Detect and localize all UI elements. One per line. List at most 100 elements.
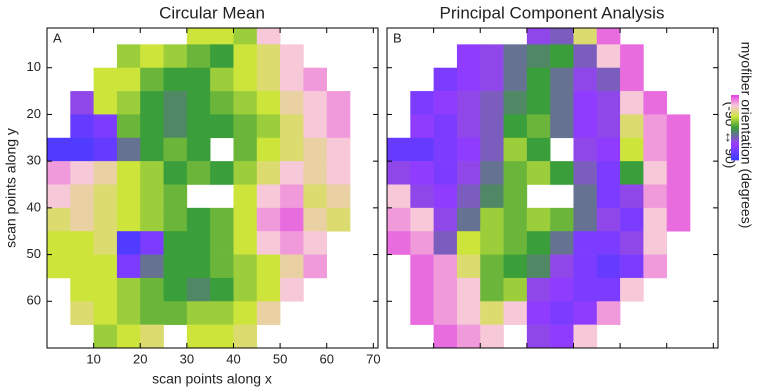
heatmap-cell: [573, 137, 598, 162]
heatmap-cell: [620, 67, 644, 92]
heatmap-cell: [303, 114, 328, 139]
heatmap-cell: [456, 137, 481, 162]
heatmap-cell: [573, 67, 598, 92]
heatmap-cell: [140, 137, 164, 162]
colorbar-segment: [731, 108, 739, 111]
heatmap-cell: [93, 184, 118, 209]
heatmap-cell: [116, 44, 141, 69]
heatmap-cell: [503, 67, 528, 92]
heatmap-cell: [666, 137, 691, 162]
heatmap-cell: [410, 161, 434, 185]
heatmap-cell: [47, 184, 71, 209]
heatmap-cell: [93, 91, 118, 115]
heatmap-cell: [186, 44, 211, 69]
heatmap-cell: [596, 161, 621, 185]
heatmap-cell: [503, 277, 528, 302]
colorbar-segment: [731, 99, 739, 102]
heatmap-cell: [233, 114, 258, 139]
heatmap-cell: [233, 231, 258, 255]
heatmap-cell: [456, 184, 481, 209]
y-axis-label: scan points along y: [3, 128, 19, 248]
heatmap-cell: [456, 324, 481, 348]
heatmap-cell: [480, 114, 504, 139]
heatmap-cell: [70, 184, 94, 209]
heatmap-cell: [303, 91, 328, 115]
heatmap-cell: [433, 207, 458, 232]
heatmap-cell: [233, 91, 258, 115]
heatmap-cell: [47, 207, 71, 232]
heatmap-cell: [186, 67, 211, 92]
heatmap-cell: [116, 301, 141, 325]
colorbar-segment: [731, 125, 739, 128]
heatmap-cell: [550, 207, 574, 232]
heatmap-cell: [47, 254, 71, 279]
heatmap-cell: [550, 28, 574, 45]
heatmap-cell: [140, 207, 164, 232]
heatmap-cell: [526, 137, 551, 162]
heatmap-cell: [116, 324, 141, 348]
heatmap-cell: [456, 301, 481, 325]
heatmap-cell: [456, 67, 481, 92]
y-tick-label: 40: [27, 199, 41, 214]
heatmap-cell: [140, 67, 164, 92]
heatmap-cell: [233, 184, 258, 209]
heatmap-cell: [643, 114, 668, 139]
heatmap-cell: [280, 231, 304, 255]
heatmap-cell: [410, 137, 434, 162]
x-tick-label: 30: [180, 351, 194, 366]
heatmap-cell: [256, 301, 281, 325]
heatmap-cell: [503, 301, 528, 325]
heatmap-cell: [93, 324, 118, 348]
heatmap-cell: [456, 114, 481, 139]
heatmap-cell: [526, 324, 551, 348]
y-tick-label: 30: [27, 153, 41, 168]
heatmap-cell: [93, 231, 118, 255]
heatmap-cell: [186, 301, 211, 325]
heatmap-cell: [233, 301, 258, 325]
colorbar-segment: [731, 137, 739, 140]
heatmap-cell: [456, 277, 481, 302]
heatmap-cell: [596, 277, 621, 302]
heatmap-cell: [503, 184, 528, 209]
heatmap-cell: [596, 67, 621, 92]
heatmap-cell: [93, 161, 118, 185]
heatmap-cell: [280, 184, 304, 209]
heatmap-cell: [573, 28, 598, 45]
heatmap-cell: [186, 207, 211, 232]
colorbar-segment: [731, 119, 739, 122]
heatmap-cell: [116, 91, 141, 115]
heatmap-cell: [620, 207, 644, 232]
heatmap-cell: [303, 161, 328, 185]
heatmap-cell: [210, 114, 234, 139]
colorbar-segment: [731, 148, 739, 151]
heatmap-cell: [140, 161, 164, 185]
heatmap-cell: [480, 324, 504, 348]
heatmap-cell: [410, 231, 434, 255]
heatmap-cell: [433, 277, 458, 302]
heatmap-cell: [433, 184, 458, 209]
heatmap-cell: [233, 28, 258, 45]
heatmap-cell: [643, 161, 668, 185]
colorbar-segment: [731, 156, 739, 159]
heatmap-cell: [643, 91, 668, 115]
heatmap-cell: [596, 114, 621, 139]
heatmap-cell: [47, 137, 71, 162]
heatmap-cell: [303, 207, 328, 232]
heatmap-cell: [480, 184, 504, 209]
heatmap-cell: [526, 161, 551, 185]
heatmap-cell: [410, 254, 434, 279]
heatmap-cell: [596, 184, 621, 209]
heatmap-cell: [210, 254, 234, 279]
heatmap-cell: [256, 207, 281, 232]
heatmap-cell: [186, 277, 211, 302]
heatmap-cell: [503, 44, 528, 69]
colorbar-segment: [731, 111, 739, 114]
heatmap-cell: [70, 231, 94, 255]
heatmap-cell: [186, 324, 211, 348]
heatmap-cell: [210, 67, 234, 92]
heatmap-cell: [303, 231, 328, 255]
colorbar-segment: [731, 150, 739, 153]
plot-frame: [46, 27, 379, 349]
colorbar-segment: [731, 98, 739, 101]
heatmap-cell: [666, 207, 691, 232]
